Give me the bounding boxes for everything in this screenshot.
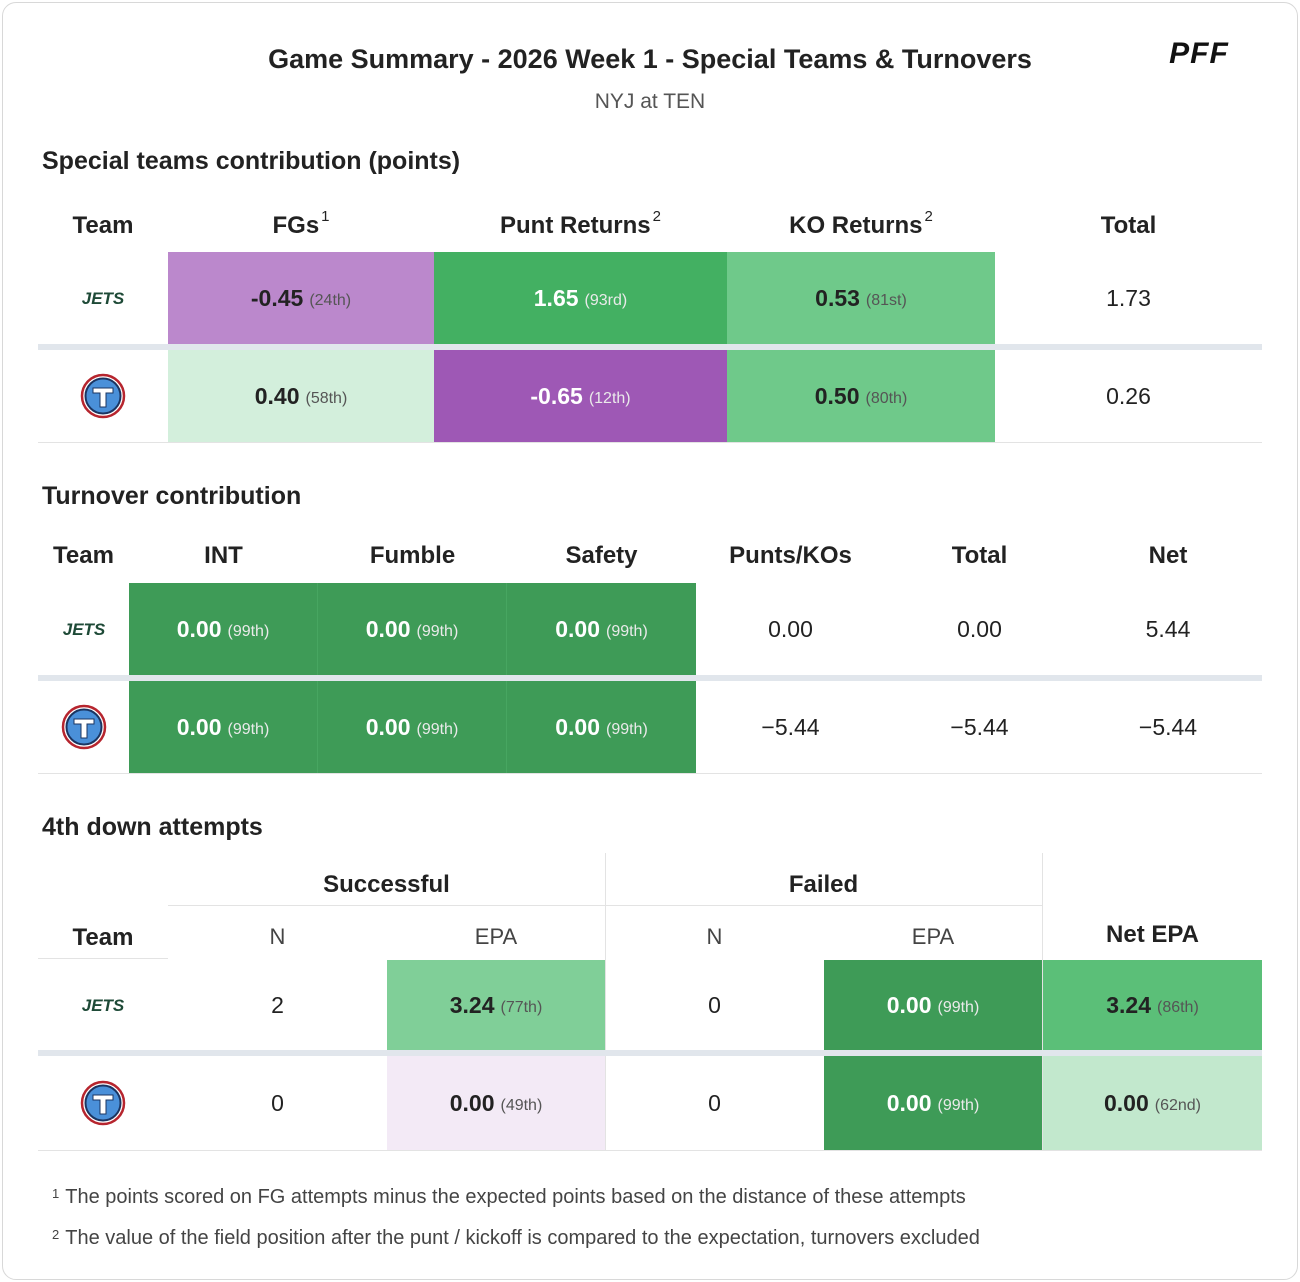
to-nyj-total: 0.00 bbox=[957, 615, 1002, 642]
fd-header-team: Team bbox=[72, 924, 134, 951]
footnote-1: 1 The points scored on FG attempts minus … bbox=[52, 1186, 966, 1208]
to-header-fumble: Fumble bbox=[369, 542, 456, 569]
st-ten-ko: 0.50 (80th) bbox=[727, 350, 995, 442]
table-bottom-line bbox=[38, 773, 1262, 774]
to-ten-punts: −5.44 bbox=[761, 713, 820, 740]
fd-header-failed: Failed bbox=[788, 871, 859, 898]
to-header-net: Net bbox=[1148, 542, 1188, 569]
titans-logo bbox=[38, 681, 129, 773]
to-header-punts: Punts/KOs bbox=[729, 542, 852, 569]
jets-logo-text: JETS bbox=[62, 620, 105, 639]
st-ten-punt: -0.65 (12th) bbox=[434, 350, 727, 442]
jets-logo: JETS bbox=[38, 252, 168, 344]
st-ten-fgs: 0.40 (58th) bbox=[168, 350, 434, 442]
row-separator bbox=[38, 1050, 1262, 1056]
jets-logo: JETS bbox=[38, 960, 168, 1050]
fd-header-fail-n: N bbox=[706, 924, 723, 949]
to-nyj-int: 0.00 (99th) bbox=[129, 583, 318, 675]
to-nyj-safety: 0.00 (99th) bbox=[507, 583, 696, 675]
st-nyj-punt: 1.65 (93rd) bbox=[434, 252, 727, 344]
fd-ten-fail-epa: 0.00 (99th) bbox=[824, 1056, 1042, 1150]
st-nyj-fgs: -0.45 (24th) bbox=[168, 252, 434, 344]
fd-nyj-succ-epa: 3.24 (77th) bbox=[387, 960, 605, 1050]
to-ten-int: 0.00 (99th) bbox=[129, 681, 318, 773]
footnote-2: 2 The value of the field position after t… bbox=[52, 1227, 980, 1249]
jets-logo-text: JETS bbox=[82, 289, 125, 308]
fd-header-succ-n: N bbox=[269, 924, 286, 949]
to-ten-safety: 0.00 (99th) bbox=[507, 681, 696, 773]
pff-logo: PFF bbox=[1169, 38, 1229, 66]
fd-nyj-fail-epa: 0.00 (99th) bbox=[824, 960, 1042, 1050]
fd-header-succ-epa: EPA bbox=[474, 924, 518, 949]
page-subtitle: NYJ at TEN bbox=[594, 90, 706, 113]
to-nyj-fumble: 0.00 (99th) bbox=[318, 583, 507, 675]
st-nyj-total: 1.73 bbox=[1106, 284, 1151, 311]
team-underline bbox=[38, 958, 168, 959]
to-header-total: Total bbox=[951, 542, 1008, 569]
fd-nyj-succ-n: 2 bbox=[271, 991, 284, 1018]
turnover-title: Turnover contribution bbox=[42, 482, 302, 510]
fd-nyj-fail-n: 0 bbox=[708, 991, 721, 1018]
st-ten-total: 0.26 bbox=[1106, 382, 1151, 409]
fd-header-successful: Successful bbox=[323, 871, 450, 898]
st-header-ko-returns: KO Returns 2 bbox=[789, 208, 933, 239]
jets-logo: JETS bbox=[38, 583, 129, 675]
to-ten-net: −5.44 bbox=[1138, 713, 1198, 740]
st-header-fgs: FGs 1 bbox=[272, 208, 330, 239]
to-ten-total: −5.44 bbox=[950, 713, 1009, 740]
st-header-punt-returns: Punt Returns 2 bbox=[499, 208, 661, 239]
group-divider bbox=[1042, 853, 1043, 1150]
to-header-team: Team bbox=[53, 542, 114, 569]
titans-logo bbox=[38, 1056, 168, 1150]
fd-ten-succ-n: 0 bbox=[271, 1089, 284, 1116]
jets-logo-text: JETS bbox=[82, 996, 125, 1015]
fd-ten-net: 0.00 (62nd) bbox=[1043, 1056, 1262, 1150]
fourth-down-title: 4th down attempts bbox=[42, 813, 263, 841]
pff-logo-text: PFF bbox=[1169, 38, 1229, 66]
group-divider bbox=[605, 853, 606, 1150]
fd-ten-fail-n: 0 bbox=[708, 1089, 721, 1116]
st-nyj-ko: 0.53 (81st) bbox=[727, 252, 995, 344]
special-teams-title: Special teams contribution (points) bbox=[42, 147, 461, 175]
table-bottom-line bbox=[38, 442, 1262, 443]
st-header-team: Team bbox=[72, 212, 134, 239]
st-header-total: Total bbox=[1100, 212, 1157, 239]
to-nyj-punts: 0.00 bbox=[768, 615, 813, 642]
fd-header-fail-epa: EPA bbox=[911, 924, 955, 949]
fd-header-net-epa: Net EPA bbox=[1106, 921, 1199, 948]
row-separator bbox=[38, 675, 1262, 681]
titans-logo bbox=[38, 350, 168, 442]
fd-ten-succ-epa: 0.00 (49th) bbox=[387, 1056, 605, 1150]
row-separator bbox=[38, 344, 1262, 350]
fd-nyj-net: 3.24 (86th) bbox=[1043, 960, 1262, 1050]
to-header-int: INT bbox=[204, 542, 243, 569]
to-header-safety: Safety bbox=[565, 542, 638, 569]
to-nyj-net: 5.44 bbox=[1145, 615, 1191, 642]
table-bottom-line bbox=[38, 1150, 1262, 1151]
to-ten-fumble: 0.00 (99th) bbox=[318, 681, 507, 773]
page-title: Game Summary - 2026 Week 1 - Special Tea… bbox=[268, 44, 1032, 74]
group-underline bbox=[168, 905, 1042, 906]
